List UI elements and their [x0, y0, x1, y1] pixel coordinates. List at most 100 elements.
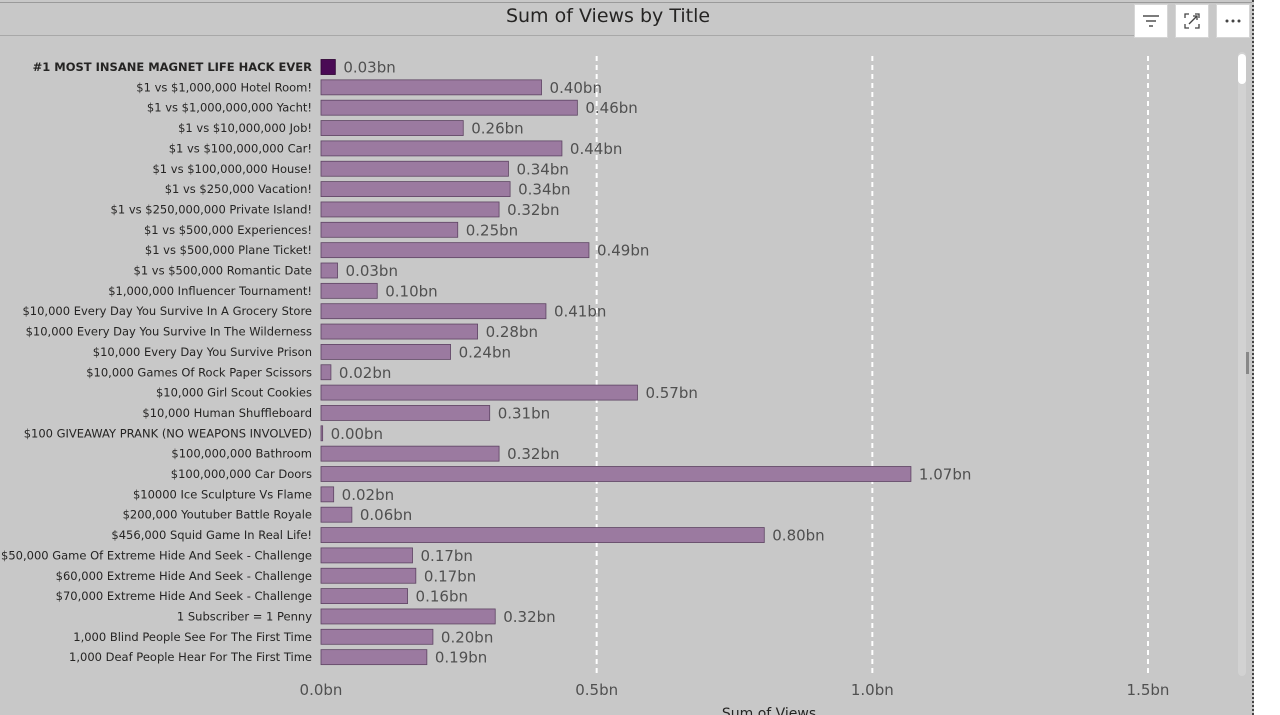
category-label: $10,000 Every Day You Survive In A Groce… [22, 304, 312, 318]
category-label: $10,000 Games Of Rock Paper Scissors [86, 365, 312, 379]
data-label: 0.03bn [343, 59, 395, 77]
data-label: 0.32bn [503, 608, 555, 626]
gridlines [595, 56, 1149, 676]
data-label: 0.24bn [459, 343, 511, 361]
x-tick-label: 0.0bn [300, 681, 343, 699]
bar[interactable] [320, 588, 408, 604]
data-label: 0.19bn [435, 649, 487, 667]
category-label: #1 MOST INSANE MAGNET LIFE HACK EVER [33, 60, 312, 74]
more-options-icon [1225, 19, 1241, 23]
data-label: 0.41bn [554, 303, 606, 321]
data-label: 1.07bn [919, 466, 971, 484]
data-label: 0.00bn [331, 425, 383, 443]
bar[interactable] [320, 547, 413, 564]
category-label: 1,000 Blind People See For The First Tim… [73, 630, 312, 644]
category-label: 1,000 Deaf People Hear For The First Tim… [69, 650, 312, 664]
bar[interactable] [320, 262, 338, 279]
data-label: 0.49bn [597, 242, 649, 260]
data-label: 0.46bn [585, 99, 637, 117]
data-label: 0.03bn [346, 262, 398, 280]
data-label: 0.17bn [421, 547, 473, 565]
bar[interactable] [320, 181, 511, 198]
category-label: $1 vs $500,000 Experiences! [144, 223, 312, 237]
category-label: $456,000 Squid Game In Real Life! [111, 528, 312, 542]
category-label: $1 vs $250,000 Vacation! [165, 182, 312, 196]
bar[interactable] [320, 527, 765, 543]
data-label: 0.32bn [507, 445, 559, 463]
category-label: $100 GIVEAWAY PRANK (NO WEAPONS INVOLVED… [24, 426, 312, 440]
more-options-button[interactable] [1216, 4, 1250, 38]
data-label: 0.25bn [466, 221, 518, 239]
x-axis-title: Sum of Views [722, 706, 816, 715]
category-label: $1 vs $1,000,000 Hotel Room! [136, 80, 312, 94]
bar[interactable] [320, 608, 496, 625]
data-label: 0.02bn [342, 486, 394, 504]
category-label: $1,000,000 Influencer Tournament! [108, 284, 312, 298]
bar[interactable] [320, 486, 335, 503]
bar[interactable] [320, 59, 336, 75]
x-tick-label: 1.0bn [851, 681, 894, 699]
data-label: 0.26bn [471, 120, 523, 138]
category-label: $1 vs $500,000 Plane Ticket! [145, 243, 312, 257]
bar[interactable] [320, 242, 590, 259]
data-label: 0.31bn [498, 404, 550, 422]
bar[interactable] [320, 201, 500, 218]
bar[interactable] [320, 649, 428, 666]
bar[interactable] [320, 445, 500, 462]
data-label: 0.34bn [518, 181, 570, 199]
bar[interactable] [320, 343, 451, 360]
category-labels: #1 MOST INSANE MAGNET LIFE HACK EVER $1 v… [1, 60, 312, 664]
bar[interactable] [320, 405, 491, 421]
category-label: $1 vs $100,000,000 Car! [169, 141, 312, 155]
category-label: $1 vs $250,000,000 Private Island! [111, 202, 312, 216]
data-label: 0.34bn [516, 160, 568, 178]
bar[interactable] [320, 384, 638, 401]
category-label: $1 vs $1,000,000,000 Yacht! [147, 101, 312, 115]
data-label: 0.80bn [772, 527, 824, 545]
bar[interactable] [320, 466, 912, 482]
top-border [0, 2, 1252, 3]
data-label: 0.28bn [486, 323, 538, 341]
bar[interactable] [320, 323, 478, 340]
data-label: 0.10bn [385, 282, 437, 300]
data-label: 0.32bn [507, 201, 559, 219]
category-label: $1 vs $500,000 Romantic Date [134, 264, 313, 278]
bar[interactable] [320, 303, 547, 320]
chart-title: Sum of Views by Title [505, 5, 711, 27]
data-label: 0.16bn [416, 588, 468, 606]
category-label: $10,000 Every Day You Survive Prison [93, 345, 312, 359]
data-label: 0.17bn [424, 567, 476, 585]
bar[interactable] [320, 628, 434, 645]
vertical-scrollbar[interactable] [1238, 52, 1246, 676]
category-label: $10,000 Girl Scout Cookies [156, 386, 312, 400]
data-label: 0.02bn [339, 364, 391, 382]
bar[interactable] [320, 160, 509, 177]
filter-button[interactable] [1134, 4, 1168, 38]
focus-mode-button[interactable] [1175, 4, 1209, 38]
bar[interactable] [320, 282, 378, 299]
bar[interactable] [320, 79, 542, 96]
category-label: $10,000 Every Day You Survive In The Wil… [26, 325, 312, 339]
bar-chart: #1 MOST INSANE MAGNET LIFE HACK EVER $1 v… [1, 56, 1170, 715]
data-label: 0.40bn [550, 79, 602, 97]
bar[interactable] [320, 99, 578, 116]
x-tick-label: 1.5bn [1127, 681, 1170, 699]
scrollbar-thumb[interactable] [1238, 54, 1246, 84]
category-label: $100,000,000 Car Doors [171, 467, 312, 481]
category-label: 1 Subscriber = 1 Penny [177, 609, 312, 623]
data-label: 0.20bn [441, 628, 493, 646]
bar[interactable] [320, 425, 324, 442]
bar[interactable] [320, 567, 417, 584]
bar[interactable] [320, 364, 332, 381]
bar[interactable] [320, 506, 353, 523]
category-label: $100,000,000 Bathroom [171, 447, 312, 461]
bar[interactable] [320, 221, 459, 238]
resize-handle[interactable] [1246, 352, 1249, 374]
bar[interactable] [320, 140, 563, 157]
category-label: $60,000 Extreme Hide And Seek - Challeng… [56, 569, 312, 583]
bar[interactable] [320, 120, 464, 136]
category-label: $70,000 Extreme Hide And Seek - Challeng… [56, 589, 312, 603]
chart-visual: Sum of Views by Title #1 MOST INSANE MAG… [0, 0, 1254, 715]
category-label: $10000 Ice Sculpture Vs Flame [133, 487, 312, 501]
data-label: 0.44bn [570, 140, 622, 158]
